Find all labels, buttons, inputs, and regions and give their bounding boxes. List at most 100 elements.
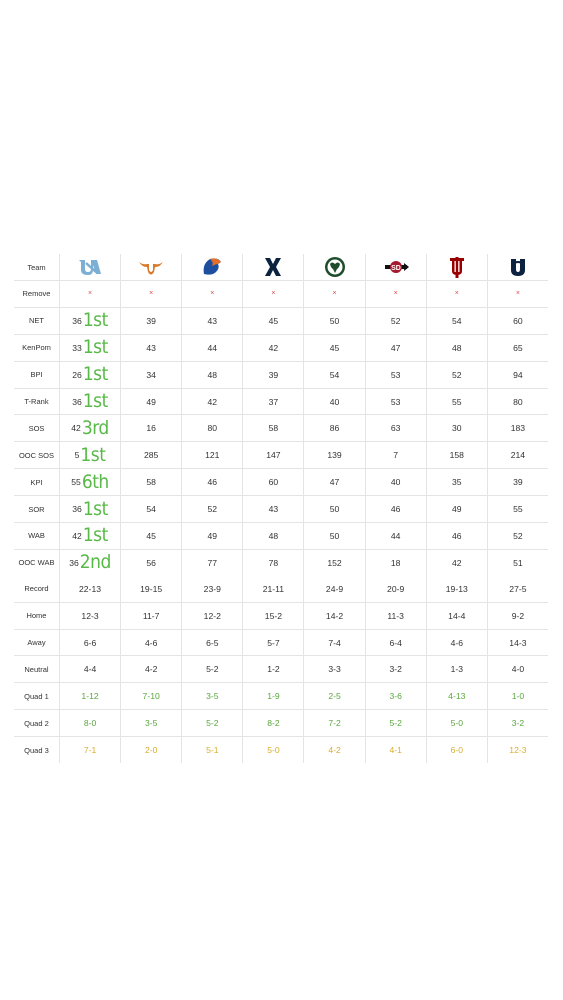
table-cell: 48 [181, 361, 242, 388]
table-cell: 6-0 [425, 737, 487, 764]
cell-content: 54 [452, 316, 462, 326]
cell-value: 12-3 [81, 610, 99, 621]
rank-badge: 1st [82, 390, 108, 412]
table-cell: 3-2 [486, 710, 548, 737]
cell-value: 21-11 [262, 583, 285, 594]
cell-content: 5-7 [267, 638, 279, 648]
cell-value: 4-6 [144, 637, 158, 648]
row-label: SOS [28, 423, 45, 433]
cell-content: 4-0 [512, 664, 524, 674]
table-cell: 5-0 [242, 737, 303, 764]
table-cell: 49 [425, 496, 487, 523]
team-col-8[interactable] [486, 254, 548, 280]
cell-value: 54 [146, 504, 156, 515]
table-cell: 5-7 [242, 629, 303, 656]
table-cell: 42 [181, 388, 242, 415]
cell-value: 52 [452, 369, 462, 380]
table-cell: 49 [181, 523, 242, 549]
cell-value: 53 [390, 396, 401, 407]
table-cell: 3-3 [303, 656, 364, 683]
table-cell: 77 [181, 549, 242, 576]
cell-content: 1-9 [267, 691, 279, 701]
cell-value: 1-9 [267, 691, 280, 702]
table-cell: 8-2 [242, 710, 303, 737]
cell-content: 77 [208, 558, 218, 568]
cell-value: 45 [146, 530, 156, 541]
table-cell: 7-4 [303, 629, 364, 656]
table-cell: 26 1st [58, 361, 120, 388]
remove-team-5-button[interactable]: × [303, 281, 364, 307]
team-col-5[interactable] [303, 254, 364, 280]
table-cell: 27-5 [486, 575, 548, 602]
remove-team-1-button[interactable]: × [58, 281, 120, 307]
table-cell: 46 [181, 469, 242, 496]
cell-value: 9-2 [511, 610, 525, 621]
cell-value: 3-5 [144, 718, 158, 729]
table-cell: 42 3rd [58, 415, 120, 442]
cell-content: 3-2 [389, 664, 401, 674]
table-cell: 48 [242, 523, 303, 549]
table-cell: 4-1 [364, 737, 426, 764]
cell-value: 158 [449, 450, 464, 461]
cell-value: 7-4 [328, 637, 341, 648]
cell-value: 8-0 [83, 718, 97, 729]
cell-content: 53 [391, 370, 401, 380]
table-cell: 16 [120, 415, 181, 442]
remove-team-6-button[interactable]: × [364, 281, 426, 307]
cell-content: 8-0 [84, 718, 96, 728]
table-cell: 5-2 [364, 710, 426, 737]
table-cell: 49 [120, 388, 181, 415]
table-cell: 39 [242, 361, 303, 388]
team-col-7[interactable] [425, 254, 487, 280]
cell-value: 54 [452, 315, 462, 326]
cell-value: 4-4 [83, 664, 97, 675]
table-cell: 43 [181, 307, 242, 334]
table-cell: 50 [303, 496, 364, 523]
cell-content: 7-1 [84, 745, 96, 755]
remove-team-8-button[interactable]: × [486, 281, 548, 307]
cell-content: 86 [330, 423, 340, 433]
table-cell: 158 [425, 442, 487, 469]
remove-team-2-button[interactable]: × [120, 281, 181, 307]
team-col-3[interactable] [181, 254, 242, 280]
table-cell: 3-2 [364, 656, 426, 683]
cell-content: 4-13 [448, 691, 465, 701]
cell-value: 27-5 [509, 583, 527, 594]
cell-content: 16 [146, 423, 156, 433]
cell-value: 52 [207, 504, 218, 515]
cell-value: 42 [207, 396, 218, 407]
cell-content: 147 [266, 450, 280, 460]
cell-content: 20-9 [387, 584, 404, 594]
cell-value: 285 [143, 450, 159, 461]
cell-content: 11-7 [143, 611, 160, 621]
cell-value: 43 [268, 504, 279, 515]
xavier-x-icon [265, 258, 282, 276]
cell-value: 11-3 [387, 610, 404, 621]
cell-value: 43 [146, 342, 156, 353]
team-col-6[interactable]: SD [364, 254, 426, 280]
table-cell: 20-9 [364, 575, 426, 602]
cell-value: 14-4 [448, 610, 466, 621]
table-cell: 21-11 [242, 575, 303, 602]
table-cell: 147 [242, 442, 303, 469]
remove-team-3-button[interactable]: × [181, 281, 242, 307]
table-cell: 4-2 [120, 656, 181, 683]
cell-content: 45 [269, 316, 279, 326]
cell-value: 55 [71, 477, 81, 488]
cell-content: 49 [452, 504, 462, 514]
table-cell: 19-15 [120, 575, 181, 602]
team-col-2[interactable] [120, 254, 181, 280]
team-col-4[interactable] [242, 254, 303, 280]
cell-value: 5-2 [206, 664, 219, 675]
cell-content: 158 [450, 450, 464, 460]
cell-content: 63 [391, 423, 401, 433]
remove-team-4-button[interactable]: × [242, 281, 303, 307]
team-col-1[interactable] [58, 254, 120, 280]
cell-content: 52 [513, 531, 523, 541]
cell-content: 1-12 [81, 691, 98, 701]
remove-team-7-button[interactable]: × [425, 281, 487, 307]
cell-content: 152 [327, 558, 341, 568]
cell-content: 50 [330, 504, 340, 514]
table-cell: 3-6 [364, 683, 426, 710]
cell-value: 147 [266, 450, 281, 461]
